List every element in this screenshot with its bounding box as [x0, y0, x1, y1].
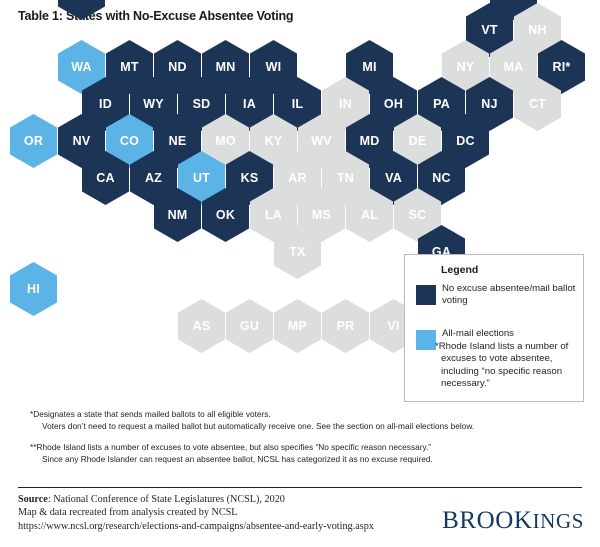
state-hex-label: RI*: [552, 59, 571, 74]
brookings-logo-small: INGS: [532, 509, 584, 533]
footnote-rhode-island-line-2: Since any Rhode Islander can request an …: [42, 453, 433, 464]
state-hex-label: MP: [287, 318, 308, 333]
source-block: Source: National Conference of State Leg…: [18, 493, 438, 533]
source-divider: [18, 487, 582, 488]
footnote-all-mail-line-1: *Designates a state that sends mailed ba…: [30, 409, 271, 419]
state-hex-label: NE: [168, 133, 187, 148]
state-hex-label: PR: [336, 318, 355, 333]
state-hex-label: NV: [72, 133, 91, 148]
state-hex-as: AS: [178, 299, 225, 353]
state-hex-label: NJ: [481, 96, 498, 111]
state-hex-label: CA: [96, 170, 115, 185]
source-citation: : National Conference of State Legislatu…: [47, 494, 285, 505]
state-hex-label: LA: [264, 207, 283, 222]
state-hex-label: IL: [291, 96, 304, 111]
state-hex-pr: PR: [322, 299, 369, 353]
state-hex-label: WV: [311, 133, 332, 148]
brookings-logo-main: BROOK: [442, 507, 533, 534]
state-hex-label: TX: [289, 244, 306, 259]
state-hex-mp: MP: [274, 299, 321, 353]
state-hex-hi: HI: [10, 262, 57, 316]
state-hex-label: NY: [456, 59, 475, 74]
source-url[interactable]: https://www.ncsl.org/research/elections-…: [18, 520, 374, 532]
source-line-1: Source: National Conference of State Leg…: [18, 493, 438, 506]
state-hex-label: TN: [336, 170, 355, 185]
state-hex-label: ND: [168, 59, 187, 74]
state-hex-label: AZ: [144, 170, 163, 185]
legend-swatch-no-excuse: [416, 285, 436, 305]
state-hex-label: AR: [288, 170, 307, 185]
state-hex-label: DC: [456, 133, 475, 148]
state-hex-label: VI: [387, 318, 400, 333]
legend-panel: Legend No excuse absentee/mail ballot vo…: [404, 254, 584, 402]
footnote-rhode-island: **Rhode Island lists a number of excuses…: [30, 442, 586, 465]
state-hex-label: IA: [243, 96, 256, 111]
state-hex-ak: AK: [58, 0, 105, 20]
source-label: Source: [18, 494, 48, 505]
footnote-rhode-island-line-1: **Rhode Island lists a number of excuses…: [30, 442, 432, 453]
state-hex-label: MO: [215, 133, 236, 148]
state-hex-label: IN: [339, 96, 352, 111]
state-hex-label: MI: [362, 59, 377, 74]
source-line-2: Map & data recreated from analysis creat…: [18, 507, 238, 519]
brookings-logo: BROOKINGS: [442, 508, 584, 533]
state-hex-label: GU: [239, 318, 260, 333]
legend-label-all-mail: All-mail elections: [442, 328, 514, 339]
footnotes-block: *Designates a state that sends mailed ba…: [30, 409, 586, 465]
state-hex-label: SD: [192, 96, 211, 111]
state-hex-label: AS: [192, 318, 211, 333]
state-hex-label: OH: [383, 96, 404, 111]
state-hex-label: CT: [528, 96, 547, 111]
state-hex-label: DE: [408, 133, 427, 148]
state-hex-label: VA: [385, 170, 402, 185]
legend-label-no-excuse: No excuse absentee/mail ballot voting: [442, 283, 576, 307]
state-hex-label: WI: [265, 59, 282, 74]
state-hex-label: CO: [119, 133, 140, 148]
legend-swatch-all-mail: [416, 330, 436, 350]
state-hex-label: WY: [143, 96, 164, 111]
state-hex-label: OR: [23, 133, 44, 148]
state-hex-label: MD: [359, 133, 380, 148]
state-hex-label: MA: [503, 59, 524, 74]
legend-rhode-island-note: *Rhode Island lists a number of excuses …: [435, 341, 569, 390]
state-hex-label: MS: [311, 207, 332, 222]
legend-title: Legend: [441, 264, 479, 276]
state-hex-label: NC: [432, 170, 451, 185]
footnote-all-mail-line-2: Voters don’t need to request a mailed ba…: [42, 420, 475, 431]
state-hex-label: KY: [264, 133, 283, 148]
state-hex-label: VT: [481, 22, 498, 37]
state-hex-label: SC: [408, 207, 427, 222]
state-hex-label: ID: [99, 96, 112, 111]
state-hex-label: OK: [215, 207, 236, 222]
state-hex-or: OR: [10, 114, 57, 168]
state-hex-label: MN: [215, 59, 236, 74]
state-hex-al: AL: [346, 188, 393, 242]
state-hex-label: PA: [433, 96, 450, 111]
state-hex-gu: GU: [226, 299, 273, 353]
footnote-all-mail: *Designates a state that sends mailed ba…: [30, 409, 586, 432]
state-hex-label: MT: [120, 59, 139, 74]
state-hex-label: WA: [71, 59, 92, 74]
state-hex-label: KS: [240, 170, 259, 185]
state-hex-label: AL: [360, 207, 379, 222]
state-hex-label: NM: [167, 207, 188, 222]
state-hex-label: UT: [192, 170, 211, 185]
state-hex-label: NH: [528, 22, 547, 37]
state-hex-label: HI: [27, 281, 40, 296]
